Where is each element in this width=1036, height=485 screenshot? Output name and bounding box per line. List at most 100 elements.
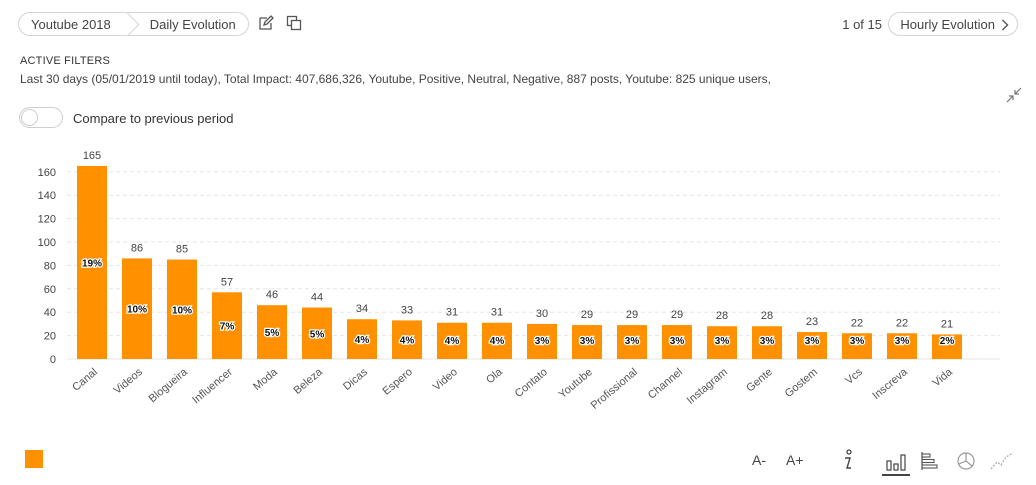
- pie-chart-icon[interactable]: [955, 450, 977, 477]
- x-tick-label: Instagram: [685, 366, 730, 407]
- bar[interactable]: [347, 319, 377, 359]
- bar-value-label: 22: [851, 317, 863, 329]
- x-tick-label: Influencer: [190, 366, 235, 406]
- hourly-evolution-button[interactable]: Hourly Evolution: [888, 12, 1018, 36]
- y-tick-label: 40: [44, 307, 56, 319]
- bar-group[interactable]: 31 4% Video: [431, 307, 467, 394]
- breadcrumb-item-daily-evolution[interactable]: Daily Evolution: [126, 12, 249, 36]
- bar-value-label: 23: [806, 316, 818, 328]
- bar-group[interactable]: 46 5% Moda: [251, 289, 287, 393]
- bar-value-label: 29: [626, 309, 638, 321]
- bar-group[interactable]: 22 3% Inscreva: [870, 317, 917, 402]
- breadcrumb-item-youtube-2018[interactable]: Youtube 2018: [18, 12, 128, 36]
- bar-value-label: 44: [311, 292, 323, 304]
- bar[interactable]: [842, 333, 872, 359]
- bar-group[interactable]: 22 3% Vcs: [842, 317, 872, 387]
- bar[interactable]: [122, 258, 152, 359]
- bar-group[interactable]: 57 7% Influencer: [190, 276, 242, 406]
- bar-percent-label: 7%: [220, 322, 235, 333]
- copy-icon[interactable]: [286, 15, 302, 36]
- bar-group[interactable]: 85 10% Blogueira: [147, 244, 197, 406]
- x-tick-label: Gente: [744, 366, 775, 394]
- bar[interactable]: [212, 292, 242, 359]
- y-tick-label: 100: [38, 237, 56, 249]
- bar-group[interactable]: 29 3% Youtube: [557, 309, 602, 401]
- bar-percent-label: 3%: [535, 336, 550, 347]
- bar[interactable]: [797, 332, 827, 359]
- compare-toggle[interactable]: [19, 107, 63, 128]
- bar-percent-label: 4%: [400, 336, 415, 347]
- legend-swatch[interactable]: [25, 450, 43, 468]
- bar-value-label: 165: [83, 150, 101, 162]
- bar-group[interactable]: 21 2% Vida: [930, 318, 962, 389]
- bar[interactable]: [437, 322, 467, 359]
- bar-value-label: 86: [131, 242, 143, 254]
- y-tick-label: 140: [38, 190, 56, 202]
- bar-group[interactable]: 34 4% Dicas: [341, 303, 377, 393]
- y-tick-label: 0: [50, 354, 56, 366]
- collapse-arrows-icon[interactable]: [1006, 87, 1022, 108]
- bar[interactable]: [617, 325, 647, 359]
- bar-value-label: 28: [761, 310, 773, 322]
- bar-percent-label: 4%: [445, 336, 460, 347]
- breadcrumb: Youtube 2018 Daily Evolution: [18, 12, 249, 36]
- active-view-indicator: [882, 474, 910, 476]
- bar-percent-label: 4%: [355, 335, 370, 346]
- bar-percent-label: 5%: [265, 328, 280, 339]
- y-tick-label: 80: [44, 260, 56, 272]
- bar-percent-label: 3%: [760, 336, 775, 347]
- bar-group[interactable]: 33 4% Espero: [381, 304, 422, 398]
- bar-chart-icon[interactable]: [884, 451, 908, 476]
- line-chart-icon[interactable]: [989, 451, 1015, 476]
- bar[interactable]: [932, 334, 962, 359]
- bar-value-label: 46: [266, 289, 278, 301]
- font-decrease-button[interactable]: A-: [752, 452, 766, 468]
- bar-percent-label: 3%: [805, 336, 820, 347]
- bar-group[interactable]: 31 4% Ola: [482, 307, 512, 387]
- bar[interactable]: [77, 165, 107, 359]
- bar[interactable]: [302, 307, 332, 359]
- bar-group[interactable]: 165 19% Canal: [70, 150, 107, 394]
- bar-percent-label: 10%: [127, 305, 147, 316]
- bar-group[interactable]: 23 3% Gostem: [783, 316, 827, 400]
- y-tick-label: 20: [44, 331, 56, 343]
- x-tick-label: Channel: [646, 366, 685, 402]
- bar-value-label: 29: [671, 309, 683, 321]
- horizontal-bar-icon[interactable]: [920, 451, 940, 476]
- bar-percent-label: 19%: [82, 258, 102, 269]
- bar[interactable]: [887, 333, 917, 359]
- bar-value-label: 34: [356, 303, 368, 315]
- bar-group[interactable]: 30 3% Contato: [513, 308, 557, 400]
- bar-percent-label: 5%: [310, 329, 325, 340]
- bar[interactable]: [257, 305, 287, 359]
- bar-group[interactable]: 44 5% Beleza: [291, 292, 332, 397]
- bar[interactable]: [662, 325, 692, 359]
- bar[interactable]: [392, 320, 422, 359]
- bar[interactable]: [707, 326, 737, 359]
- bar-group[interactable]: 28 3% Gente: [744, 310, 782, 395]
- bar-percent-label: 3%: [895, 336, 910, 347]
- x-tick-label: Canal: [70, 366, 100, 394]
- y-tick-label: 160: [38, 167, 56, 179]
- bar-value-label: 30: [536, 308, 548, 320]
- bar[interactable]: [752, 326, 782, 359]
- bar-group[interactable]: 29 3% Channel: [646, 309, 692, 402]
- bar[interactable]: [527, 323, 557, 359]
- toggle-knob: [21, 109, 38, 126]
- x-tick-label: Moda: [251, 366, 280, 393]
- page-counter: 1 of 15: [842, 17, 882, 32]
- bar-percent-label: 3%: [625, 336, 640, 347]
- bar-value-label: 21: [941, 318, 953, 330]
- bar-group[interactable]: 29 3% Profissional: [589, 309, 647, 412]
- edit-icon[interactable]: [258, 15, 274, 36]
- bar-value-label: 31: [446, 307, 458, 319]
- bar[interactable]: [482, 322, 512, 359]
- bar-percent-label: 3%: [580, 336, 595, 347]
- font-increase-button[interactable]: A+: [786, 452, 804, 468]
- bar-group[interactable]: 28 3% Instagram: [685, 310, 737, 407]
- bar[interactable]: [572, 325, 602, 359]
- info-icon[interactable]: [839, 448, 855, 477]
- bar[interactable]: [167, 259, 197, 359]
- x-tick-label: Beleza: [291, 366, 325, 397]
- x-tick-label: Video: [431, 366, 460, 393]
